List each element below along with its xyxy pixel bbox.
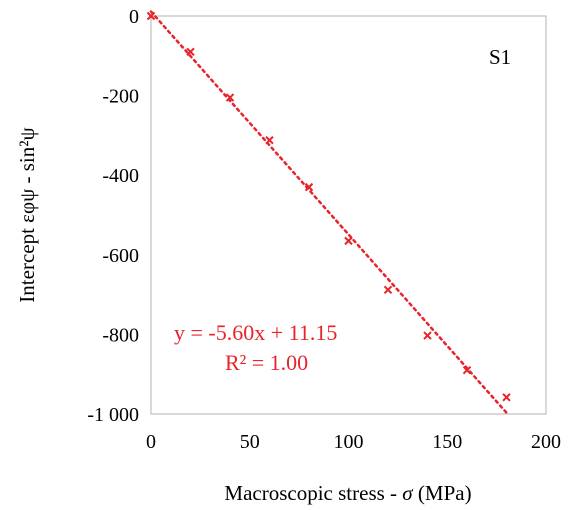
plot-frame [150, 15, 547, 415]
data-point [146, 11, 156, 21]
trendline-r2: R² = 1.00 [225, 350, 308, 375]
x-axis-title-unit: (MPa) [413, 481, 472, 505]
x-axis-title-symbol: σ [402, 481, 414, 505]
y-tick-label: -200 [102, 86, 139, 108]
x-tick-label: 100 [334, 431, 364, 453]
data-point [304, 182, 314, 192]
y-tick-label: -1 000 [87, 404, 139, 426]
trendline-equation: y = -5.60x + 11.15 [174, 320, 337, 345]
data-point [383, 285, 393, 295]
x-axis-title-main: Macroscopic stress - [224, 481, 402, 505]
y-tick-label: 0 [129, 6, 139, 28]
trendline [149, 10, 508, 414]
data-points [146, 11, 511, 402]
y-axis-ticks: 0 -200 -400 -600 -800 -1 000 [87, 6, 139, 426]
x-tick-label: 50 [240, 431, 260, 453]
trendline-group [149, 10, 508, 414]
y-tick-label: -800 [102, 324, 139, 346]
data-point [225, 93, 235, 102]
x-axis-title: Macroscopic stress - σ (MPa) [224, 481, 471, 505]
data-point [186, 47, 195, 57]
y-axis-title: Intercept εφψ - sin²ψ [15, 127, 39, 302]
x-tick-label: 150 [432, 431, 462, 453]
data-point [462, 366, 472, 375]
y-tick-label: -400 [102, 165, 139, 187]
data-point [502, 393, 511, 402]
x-tick-label: 200 [531, 431, 561, 453]
y-tick-label: -600 [102, 245, 139, 267]
x-tick-label: 0 [146, 431, 156, 453]
data-point [344, 236, 353, 246]
data-point [423, 331, 432, 340]
panel-label: S1 [489, 45, 511, 69]
data-point [265, 135, 274, 145]
x-axis-ticks: 0 50 100 150 200 [146, 431, 561, 453]
